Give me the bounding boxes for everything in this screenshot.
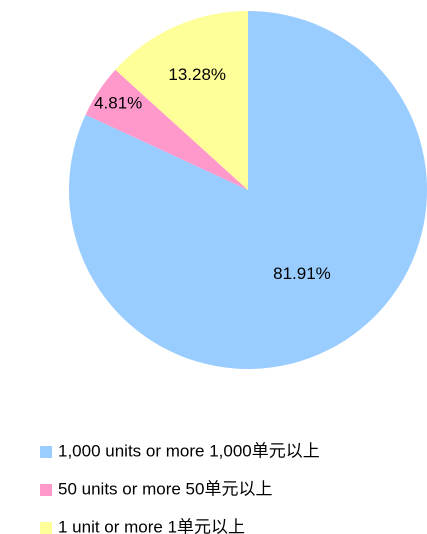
data-label: 4.81% (94, 93, 142, 112)
legend-label: 1,000 units or more 1,000单元以上 (58, 441, 320, 460)
legend-swatch (40, 484, 52, 496)
pie-slice (115, 11, 249, 190)
legend-label: 1 unit or more 1单元以上 (58, 517, 245, 534)
legend-swatch (40, 522, 52, 534)
legend-label: 50 units or more 50单元以上 (58, 479, 272, 498)
legend-swatch (40, 446, 52, 458)
data-label: 81.91% (273, 264, 331, 283)
data-label: 13.28% (168, 65, 226, 84)
pie-slice (85, 69, 248, 190)
pie-slice (68, 11, 427, 369)
